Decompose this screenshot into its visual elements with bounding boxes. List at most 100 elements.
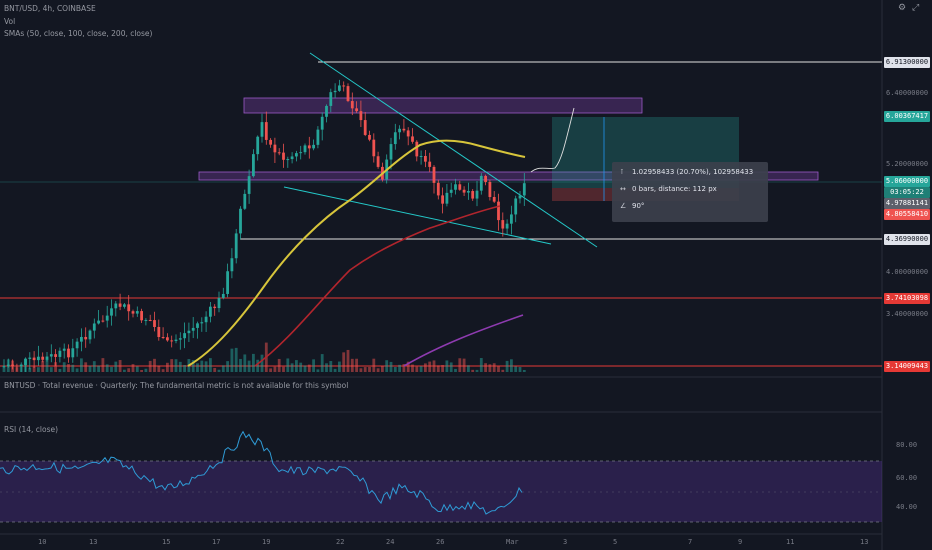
candle-body[interactable] [501, 220, 505, 229]
candle-body[interactable] [221, 293, 225, 298]
candle-body[interactable] [316, 129, 320, 145]
candle-body[interactable] [320, 116, 324, 130]
candle-body[interactable] [213, 306, 217, 309]
candle-body[interactable] [71, 348, 75, 358]
candle-body[interactable] [342, 85, 346, 87]
candle-body[interactable] [204, 316, 208, 323]
candle-body[interactable] [458, 184, 462, 190]
candle-body[interactable] [131, 311, 135, 314]
candle-body[interactable] [346, 86, 350, 102]
candle-body[interactable] [88, 330, 92, 340]
candle-body[interactable] [209, 306, 212, 317]
candle-body[interactable] [41, 356, 45, 360]
candle-body[interactable] [522, 183, 526, 196]
candle-body[interactable] [368, 134, 371, 140]
candle-body[interactable] [37, 356, 40, 361]
candle-body[interactable] [312, 144, 315, 149]
candle-body[interactable] [105, 315, 109, 321]
candle-body[interactable] [424, 155, 427, 162]
candles[interactable] [2, 79, 526, 372]
candle-body[interactable] [24, 358, 27, 365]
candle-body[interactable] [153, 320, 156, 327]
candle-body[interactable] [372, 139, 376, 157]
candle-body[interactable] [518, 195, 522, 199]
sma-legend[interactable]: SMAs (50, close, 100, close, 200, close) [4, 29, 153, 38]
candle-body[interactable] [475, 190, 479, 199]
fundamental-legend[interactable]: BNTUSD · Total revenue · Quarterly: The … [4, 381, 349, 390]
candle-body[interactable] [462, 189, 466, 193]
candle-body[interactable] [11, 364, 14, 366]
candle-body[interactable] [127, 304, 131, 312]
volume-legend[interactable]: Vol [4, 17, 16, 26]
candle-body[interactable] [170, 340, 174, 342]
candle-body[interactable] [282, 152, 285, 160]
candle-body[interactable] [419, 155, 423, 157]
candle-body[interactable] [161, 337, 165, 339]
candle-body[interactable] [135, 311, 139, 314]
candle-body[interactable] [415, 141, 419, 157]
candle-body[interactable] [497, 201, 500, 221]
candle-body[interactable] [101, 320, 105, 322]
trendline-lower[interactable] [283, 186, 552, 245]
candle-body[interactable] [363, 120, 367, 135]
candle-body[interactable] [411, 136, 414, 142]
candle-body[interactable] [454, 184, 457, 190]
candle-body[interactable] [406, 130, 410, 137]
candle-body[interactable] [467, 191, 470, 193]
candle-body[interactable] [299, 152, 303, 154]
candle-body[interactable] [217, 297, 221, 309]
candle-body[interactable] [178, 338, 182, 340]
price-tag-red-level[interactable]: 3.74103098 [884, 293, 930, 304]
candle-body[interactable] [303, 145, 307, 153]
candle-body[interactable] [295, 153, 298, 157]
candle-body[interactable] [62, 348, 66, 351]
candle-body[interactable] [333, 90, 337, 93]
candle-body[interactable] [6, 364, 10, 366]
symbol-legend[interactable]: BNT/USD, 4h, COINBASE [4, 4, 96, 13]
candle-body[interactable] [307, 145, 311, 149]
candle-body[interactable] [286, 159, 290, 161]
candle-body[interactable] [338, 85, 341, 91]
price-tag-stop[interactable]: 4.80558410 [884, 209, 930, 220]
candle-body[interactable] [140, 311, 143, 321]
candle-body[interactable] [393, 132, 397, 145]
candle-body[interactable] [445, 192, 449, 204]
candle-body[interactable] [479, 175, 483, 191]
candle-body[interactable] [32, 357, 36, 361]
candle-body[interactable] [183, 333, 186, 339]
candle-body[interactable] [402, 128, 406, 131]
candle-body[interactable] [243, 193, 247, 209]
candle-body[interactable] [376, 156, 380, 167]
candle-body[interactable] [15, 365, 19, 367]
price-tag-support[interactable]: 4.36990000 [884, 234, 930, 245]
price-tag-entry[interactable]: 4.97881141 [884, 198, 930, 209]
mid-zone[interactable] [198, 171, 819, 181]
candle-body[interactable] [196, 323, 199, 328]
candle-body[interactable] [359, 111, 363, 121]
candle-body[interactable] [191, 327, 195, 331]
candle-body[interactable] [92, 323, 96, 331]
candle-body[interactable] [277, 152, 281, 154]
candle-body[interactable] [264, 122, 268, 140]
candle-body[interactable] [157, 326, 161, 338]
candle-body[interactable] [492, 196, 496, 202]
trendline-upper[interactable] [309, 52, 598, 248]
price-tag-current[interactable]: 5.06000000 [884, 176, 930, 187]
price-tag-high[interactable]: 6.91300000 [884, 57, 930, 68]
candle-body[interactable] [325, 105, 328, 117]
candle-body[interactable] [67, 348, 70, 358]
candle-body[interactable] [484, 175, 487, 182]
candle-body[interactable] [226, 271, 229, 294]
candle-body[interactable] [166, 337, 169, 341]
candle-body[interactable] [58, 350, 62, 357]
candle-body[interactable] [174, 339, 178, 341]
candle-body[interactable] [110, 308, 113, 316]
price-tag-red-level-low[interactable]: 3.14009443 [884, 361, 930, 372]
candle-body[interactable] [187, 330, 191, 334]
candle-body[interactable] [260, 122, 264, 137]
candle-body[interactable] [290, 156, 294, 160]
candle-body[interactable] [449, 189, 453, 193]
candle-body[interactable] [144, 319, 148, 321]
resistance-zone[interactable] [243, 97, 643, 114]
candle-body[interactable] [269, 139, 272, 145]
